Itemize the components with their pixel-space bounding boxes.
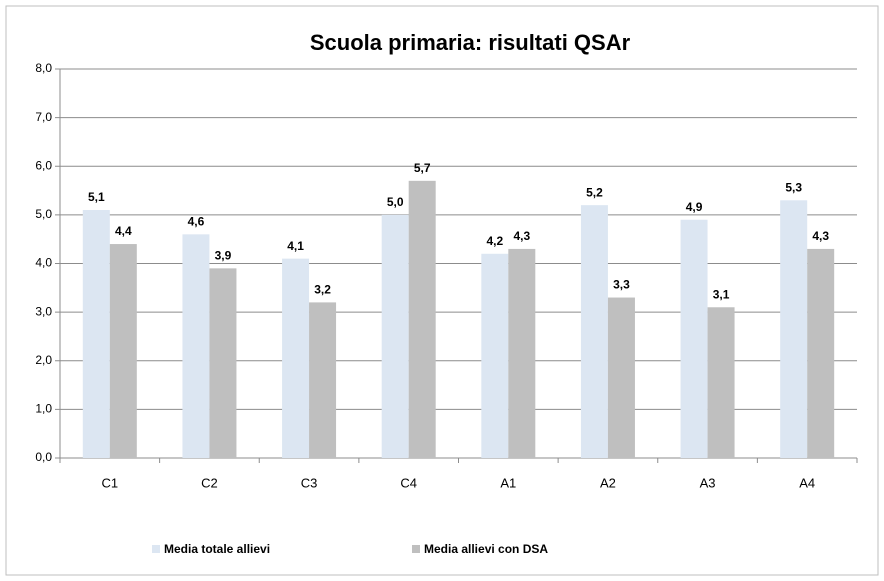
x-tick-label: A4 [799, 475, 815, 490]
bar [408, 180, 436, 458]
y-tick-label: 2,0 [35, 353, 52, 367]
value-label: 5,3 [785, 180, 802, 194]
y-tick-label: 3,0 [35, 304, 52, 318]
y-tick-label: 4,0 [35, 256, 52, 270]
bar [481, 253, 509, 458]
bar [209, 268, 237, 458]
bar [707, 307, 735, 458]
y-tick-label: 7,0 [35, 110, 52, 124]
x-tick-label: A1 [500, 475, 516, 490]
x-tick-label: A2 [600, 475, 616, 490]
value-label: 5,1 [88, 190, 105, 204]
bar [82, 210, 110, 458]
chart-frame [5, 5, 879, 576]
bar [807, 248, 835, 458]
x-tick-label: C3 [301, 475, 318, 490]
y-tick-label: 6,0 [35, 158, 52, 172]
y-tick-label: 8,0 [35, 61, 52, 75]
value-label: 5,7 [414, 161, 431, 175]
value-label: 4,3 [513, 229, 530, 243]
bar [381, 214, 409, 458]
value-label: 5,2 [586, 185, 603, 199]
value-label: 4,6 [188, 214, 205, 228]
bar [680, 219, 708, 458]
legend-label: Media totale allievi [164, 542, 270, 556]
bar [607, 297, 635, 458]
bar [182, 234, 210, 458]
value-label: 3,1 [713, 287, 730, 301]
value-label: 4,3 [812, 229, 829, 243]
legend-swatch [152, 545, 160, 553]
bar [282, 258, 310, 458]
y-tick-label: 1,0 [35, 402, 52, 416]
x-tick-label: C2 [201, 475, 218, 490]
value-label: 3,3 [613, 278, 630, 292]
bar [508, 248, 536, 458]
value-label: 4,1 [287, 239, 304, 253]
bar [309, 302, 337, 458]
bar [780, 200, 808, 458]
chart-title: Scuola primaria: risultati QSAr [310, 30, 631, 55]
value-label: 4,2 [486, 234, 503, 248]
y-tick-label: 5,0 [35, 207, 52, 221]
y-tick-label: 0,0 [35, 450, 52, 464]
value-label: 4,4 [115, 224, 132, 238]
x-tick-label: C1 [102, 475, 119, 490]
legend-label: Media allievi con DSA [424, 542, 548, 556]
value-label: 3,9 [215, 249, 232, 263]
legend-swatch [412, 545, 420, 553]
value-label: 4,9 [686, 200, 703, 214]
bar [580, 205, 608, 458]
bar [109, 244, 137, 458]
value-label: 5,0 [387, 195, 404, 209]
x-tick-label: A3 [700, 475, 716, 490]
x-tick-label: C4 [400, 475, 417, 490]
value-label: 3,2 [314, 283, 331, 297]
